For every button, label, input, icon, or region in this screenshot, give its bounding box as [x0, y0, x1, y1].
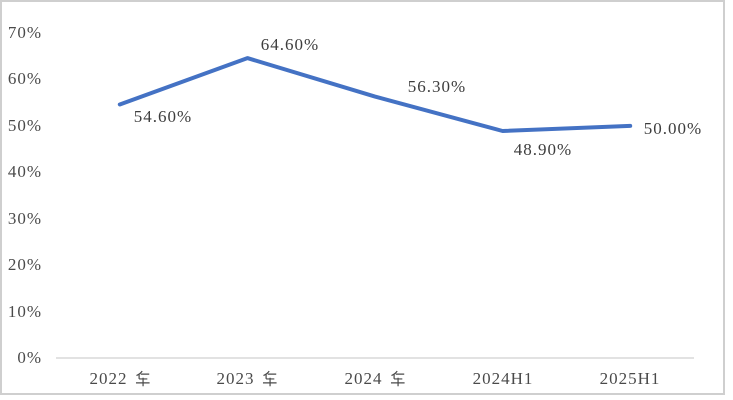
- x-axis-year-number: 2023: [216, 369, 255, 388]
- y-axis-tick-label: 60%: [7, 69, 42, 88]
- y-axis-tick-label: 10%: [7, 302, 42, 321]
- x-axis-year-number: 2024: [344, 369, 383, 388]
- y-axis-tick-label: 70%: [7, 23, 42, 42]
- chart-frame[interactable]: [0, 0, 725, 395]
- x-axis-category-label: 2024H1: [472, 369, 534, 388]
- y-axis-tick-label: 20%: [7, 255, 42, 274]
- x-axis-category-label: 2025H1: [599, 369, 661, 388]
- year-character-glyph: [390, 370, 405, 386]
- data-point-label: 50.00%: [643, 119, 703, 138]
- year-character-glyph: [262, 370, 277, 386]
- x-axis-category-label: 2024: [310, 369, 440, 389]
- data-point-label: 54.60%: [133, 107, 193, 126]
- data-point-label: 64.60%: [260, 35, 320, 54]
- y-axis-tick-label: 50%: [7, 116, 42, 135]
- x-axis-category-label: 2023: [182, 369, 312, 389]
- y-axis-tick-label: 0%: [17, 348, 42, 367]
- year-character-glyph: [135, 370, 150, 386]
- data-point-label: 56.30%: [407, 77, 467, 96]
- y-axis-tick-label: 30%: [7, 209, 42, 228]
- x-axis-category-label: 2022: [55, 369, 185, 389]
- data-point-label: 48.90%: [513, 140, 573, 159]
- y-axis-tick-label: 40%: [7, 162, 42, 181]
- x-axis-year-number: 2022: [89, 369, 128, 388]
